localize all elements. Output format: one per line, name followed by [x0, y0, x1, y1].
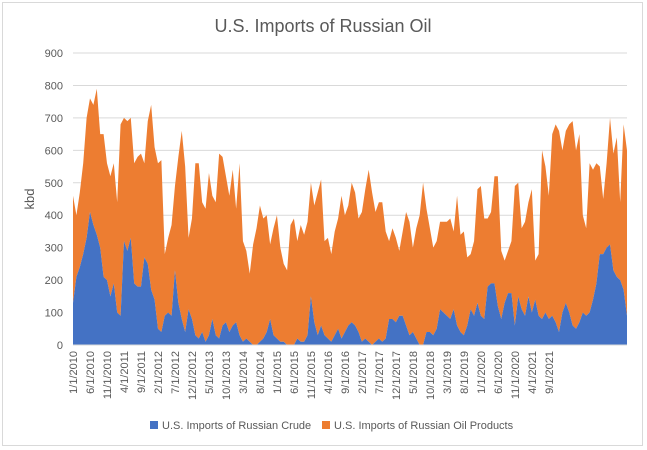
- x-tick-label: 4/1/2011: [119, 351, 131, 393]
- x-tick-label: 9/1/2011: [136, 351, 148, 393]
- plot-area: [73, 88, 627, 346]
- x-tick-label: 7/1/2017: [374, 351, 386, 394]
- x-tick-label: 9/1/2016: [340, 351, 352, 394]
- legend-label-crude: U.S. Imports of Russian Crude: [162, 420, 311, 432]
- x-tick-label: 5/1/2018: [408, 351, 420, 394]
- x-tick-label: 3/1/2014: [238, 351, 250, 394]
- x-tick-label: 10/1/2018: [425, 351, 437, 400]
- series-area-crude: [73, 211, 627, 345]
- x-axis-ticks: 1/1/2010 6/1/2010 11/1/2010 4/1/2011 9/1/201…: [68, 351, 556, 400]
- y-tick-label: 900: [45, 48, 63, 60]
- x-tick-label: 7/1/2012: [170, 351, 182, 394]
- y-tick-label: 700: [45, 113, 63, 125]
- x-tick-label: 9/1/2021: [544, 351, 556, 394]
- legend-label-products: U.S. Imports of Russian Oil Products: [334, 420, 514, 432]
- x-tick-label: 4/1/2016: [323, 351, 335, 394]
- x-tick-label: 6/1/2015: [289, 351, 301, 394]
- x-tick-label: 8/1/2014: [255, 351, 267, 394]
- y-tick-label: 100: [45, 308, 63, 320]
- x-tick-label: 6/1/2020: [493, 351, 505, 394]
- series-area-products: [73, 88, 627, 345]
- x-tick-label: 1/1/2015: [272, 351, 284, 394]
- y-axis-ticks: 0 100 200 300 400 500 600 700 800 900: [45, 48, 63, 352]
- legend-swatch-products: [322, 421, 330, 429]
- y-tick-label: 800: [45, 80, 63, 92]
- y-tick-label: 200: [45, 275, 63, 287]
- legend: U.S. Imports of Russian Crude U.S. Impor…: [150, 420, 514, 432]
- chart-title: U.S. Imports of Russian Oil: [214, 16, 431, 36]
- legend-swatch-crude: [150, 421, 158, 429]
- x-tick-label: 5/1/2013: [204, 351, 216, 394]
- x-tick-label: 6/1/2010: [85, 351, 97, 394]
- x-tick-label: 11/1/2010: [102, 351, 114, 399]
- y-tick-label: 400: [45, 210, 63, 222]
- y-axis-label: kbd: [22, 189, 37, 210]
- x-tick-label: 2/1/2017: [357, 351, 369, 394]
- x-tick-label: 11/1/2020: [510, 351, 522, 399]
- x-tick-label: 1/1/2020: [476, 351, 488, 394]
- x-tick-label: 2/1/2012: [153, 351, 165, 394]
- x-tick-label: 8/1/2019: [459, 351, 471, 394]
- x-tick-label: 11/1/2015: [306, 351, 318, 399]
- x-tick-label: 12/1/2012: [187, 351, 199, 400]
- y-tick-label: 500: [45, 178, 63, 190]
- y-tick-label: 0: [57, 340, 63, 352]
- x-tick-label: 12/1/2017: [391, 351, 403, 400]
- x-tick-label: 10/1/2013: [221, 351, 233, 400]
- y-tick-label: 300: [45, 243, 63, 255]
- x-tick-label: 3/1/2019: [442, 351, 454, 394]
- x-tick-label: 4/1/2021: [527, 351, 539, 394]
- y-tick-label: 600: [45, 145, 63, 157]
- x-tick-label: 1/1/2010: [68, 351, 80, 394]
